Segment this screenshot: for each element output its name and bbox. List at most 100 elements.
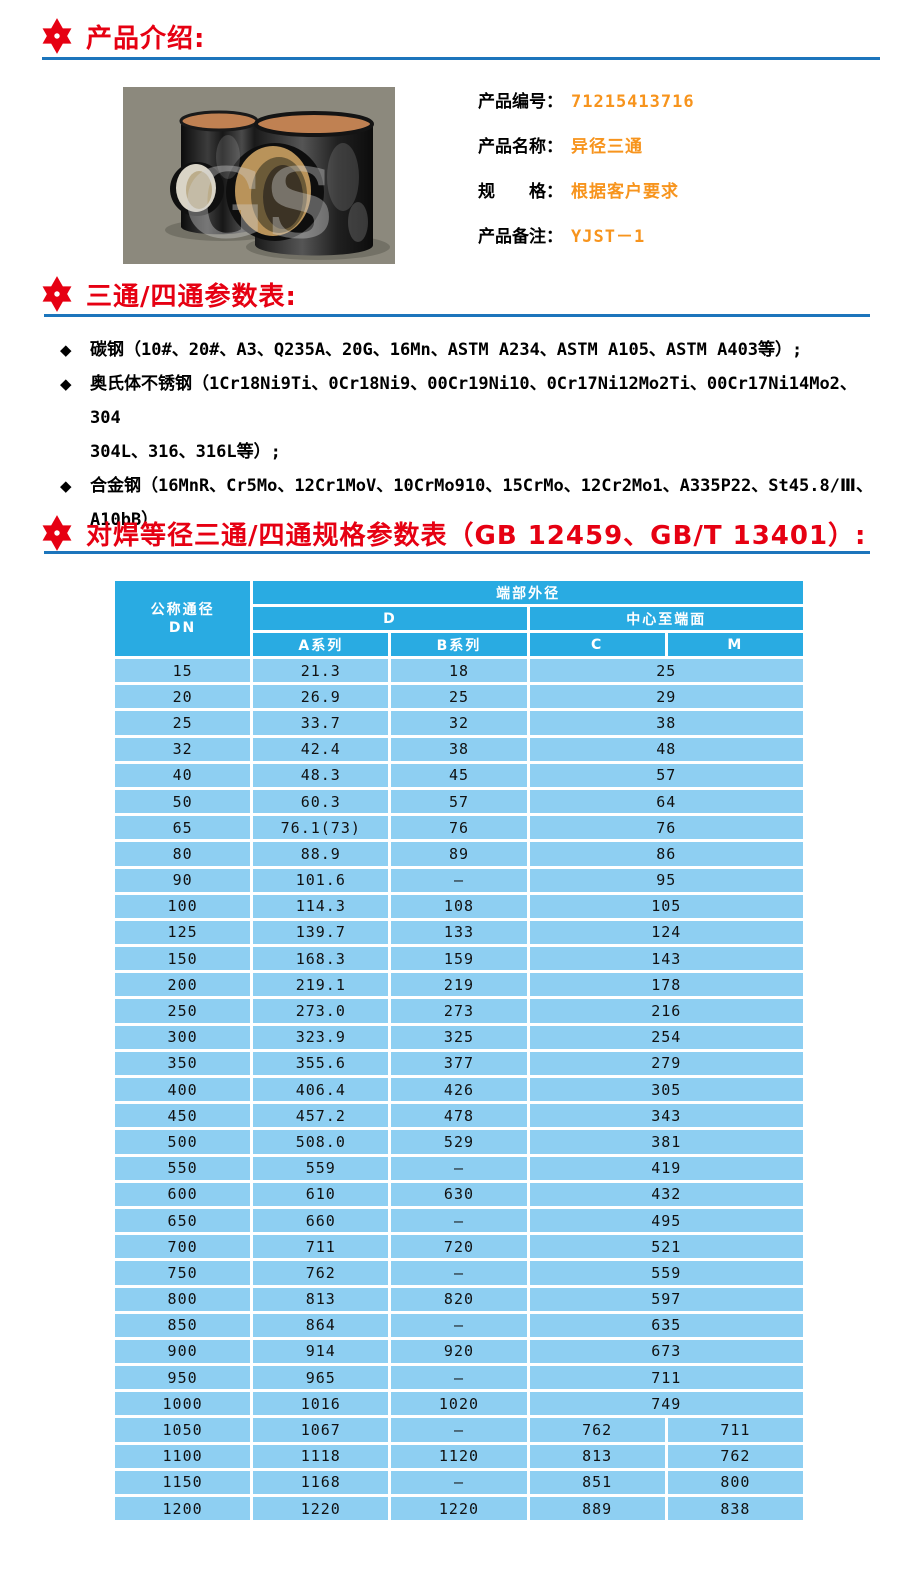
- table-cell: 216: [529, 999, 803, 1023]
- star-icon: [42, 276, 72, 312]
- table-cell: 125: [115, 920, 251, 945]
- field-value: YJST－1: [571, 227, 646, 247]
- table-row: 1150 1168—851 800: [115, 1470, 803, 1494]
- table-cell: 21.3: [253, 659, 389, 683]
- table-cell: 432: [529, 1182, 803, 1206]
- table-cell: 450: [115, 1104, 251, 1128]
- table-row: 900 914 920 673: [115, 1339, 803, 1364]
- table-row: 1000 1016 1020 749: [115, 1392, 803, 1416]
- table-cell: 350: [115, 1051, 251, 1075]
- product-field: 产品编号： 71215413716: [478, 93, 695, 112]
- table-cell: 711: [253, 1235, 389, 1259]
- table-cell: —: [391, 1470, 527, 1494]
- section-divider: [44, 551, 870, 554]
- table-cell: 273: [391, 999, 527, 1023]
- table-cell: 178: [529, 973, 803, 997]
- material-text: 合金钢（16MnR、Cr5Mo、12Cr1MoV、10CrMo910、15CrM…: [90, 469, 873, 537]
- star-icon: [42, 515, 72, 551]
- table-header-row: A系列 B系列 C M: [115, 633, 803, 656]
- table-cell: 635: [529, 1313, 803, 1337]
- table-cell: 800: [115, 1287, 251, 1311]
- table-row: 500 508.0 529 381: [115, 1130, 803, 1154]
- diamond-bullet-icon: ◆: [60, 477, 72, 495]
- header-cell-c: C: [529, 633, 665, 656]
- table-cell: 124: [529, 920, 803, 945]
- table-cell: 90: [115, 868, 251, 892]
- table-cell: 305: [529, 1078, 803, 1102]
- section-header-spec: 对焊等径三通/四通规格参数表（GB 12459、GB/T 13401）:: [40, 513, 866, 553]
- table-cell: 50: [115, 789, 251, 814]
- header-cell-d: D: [253, 607, 527, 630]
- product-field: 产品备注： YJST－1: [478, 228, 695, 247]
- table-cell: 168.3: [253, 947, 389, 971]
- table-cell: —: [391, 1261, 527, 1285]
- table-cell: 838: [667, 1497, 803, 1521]
- table-cell: 660: [253, 1208, 389, 1233]
- table-cell: 139.7: [253, 920, 389, 945]
- table-row: 600 610 630 432: [115, 1182, 803, 1206]
- material-line: 304L、316、316L等）;: [90, 442, 281, 462]
- field-label: 产品备注：: [478, 227, 563, 247]
- table-row: 32 42.4 38 48: [115, 737, 803, 761]
- header-cell-center: 中心至端面: [529, 607, 803, 630]
- table-cell: 1050: [115, 1418, 251, 1442]
- table-cell: 343: [529, 1104, 803, 1128]
- section-title-params: 三通/四通参数表:: [86, 281, 297, 312]
- table-cell: —: [391, 1418, 527, 1442]
- table-row: 850 864—635: [115, 1313, 803, 1337]
- table-cell: 143: [529, 947, 803, 971]
- table-cell: 965: [253, 1366, 389, 1390]
- table-cell: 700: [115, 1235, 251, 1259]
- table-cell: 521: [529, 1235, 803, 1259]
- product-photo: GS: [123, 87, 395, 264]
- watermark-text: GS: [183, 147, 334, 260]
- table-cell: 426: [391, 1078, 527, 1102]
- table-row: 50 60.3 57 64: [115, 789, 803, 814]
- table-row: 25 33.7 32 38: [115, 711, 803, 735]
- material-item: ◆ 奥氏体不锈钢（1Cr18Ni9Ti、0Cr18Ni9、00Cr19Ni10、0…: [60, 367, 880, 469]
- table-row: 200 219.1 219 178: [115, 973, 803, 997]
- field-label: 规 格：: [478, 182, 563, 202]
- table-cell: 26.9: [253, 685, 389, 709]
- table-cell: 101.6: [253, 868, 389, 892]
- table-cell: 38: [529, 711, 803, 735]
- table-cell: 219.1: [253, 973, 389, 997]
- table-cell: 400: [115, 1078, 251, 1102]
- table-row: 450 457.2 478 343: [115, 1104, 803, 1128]
- table-cell: 600: [115, 1182, 251, 1206]
- table-cell: 478: [391, 1104, 527, 1128]
- table-cell: 720: [391, 1235, 527, 1259]
- table-cell: 711: [529, 1366, 803, 1390]
- table-cell: 48: [529, 737, 803, 761]
- material-text: 奥氏体不锈钢（1Cr18Ni9Ti、0Cr18Ni9、00Cr19Ni10、0C…: [90, 367, 880, 469]
- table-cell: 813: [253, 1287, 389, 1311]
- table-cell: 1067: [253, 1418, 389, 1442]
- table-cell: 60.3: [253, 789, 389, 814]
- table-row: 100 114.3 108 105: [115, 894, 803, 918]
- table-cell: 597: [529, 1287, 803, 1311]
- table-cell: 18: [391, 659, 527, 683]
- table-cell: 508.0: [253, 1130, 389, 1154]
- table-cell: 76: [391, 816, 527, 840]
- table-cell: 1020: [391, 1392, 527, 1416]
- table-row: 400 406.4 426 305: [115, 1078, 803, 1102]
- table-row: 800 813 820 597: [115, 1287, 803, 1311]
- table-cell: 1168: [253, 1470, 389, 1494]
- table-cell: —: [391, 868, 527, 892]
- table-row: 350 355.6 377 279: [115, 1051, 803, 1075]
- table-cell: 1100: [115, 1444, 251, 1468]
- table-row: 250 273.0 273 216: [115, 999, 803, 1023]
- table-cell: 108: [391, 894, 527, 918]
- table-row: 20 26.9 25 29: [115, 685, 803, 709]
- table-row: 15 21.3 18 25: [115, 659, 803, 683]
- table-cell: 800: [667, 1470, 803, 1494]
- table-cell: 150: [115, 947, 251, 971]
- table-row: 125 139.7 133 124: [115, 920, 803, 945]
- table-cell: 32: [115, 737, 251, 761]
- table-cell: 711: [667, 1418, 803, 1442]
- table-header-row: 公称通径 DN 端部外径: [115, 581, 803, 656]
- table-row: 300 323.9 325 254: [115, 1025, 803, 1049]
- table-cell: 57: [391, 789, 527, 814]
- table-cell: 419: [529, 1156, 803, 1180]
- table-cell: —: [391, 1156, 527, 1180]
